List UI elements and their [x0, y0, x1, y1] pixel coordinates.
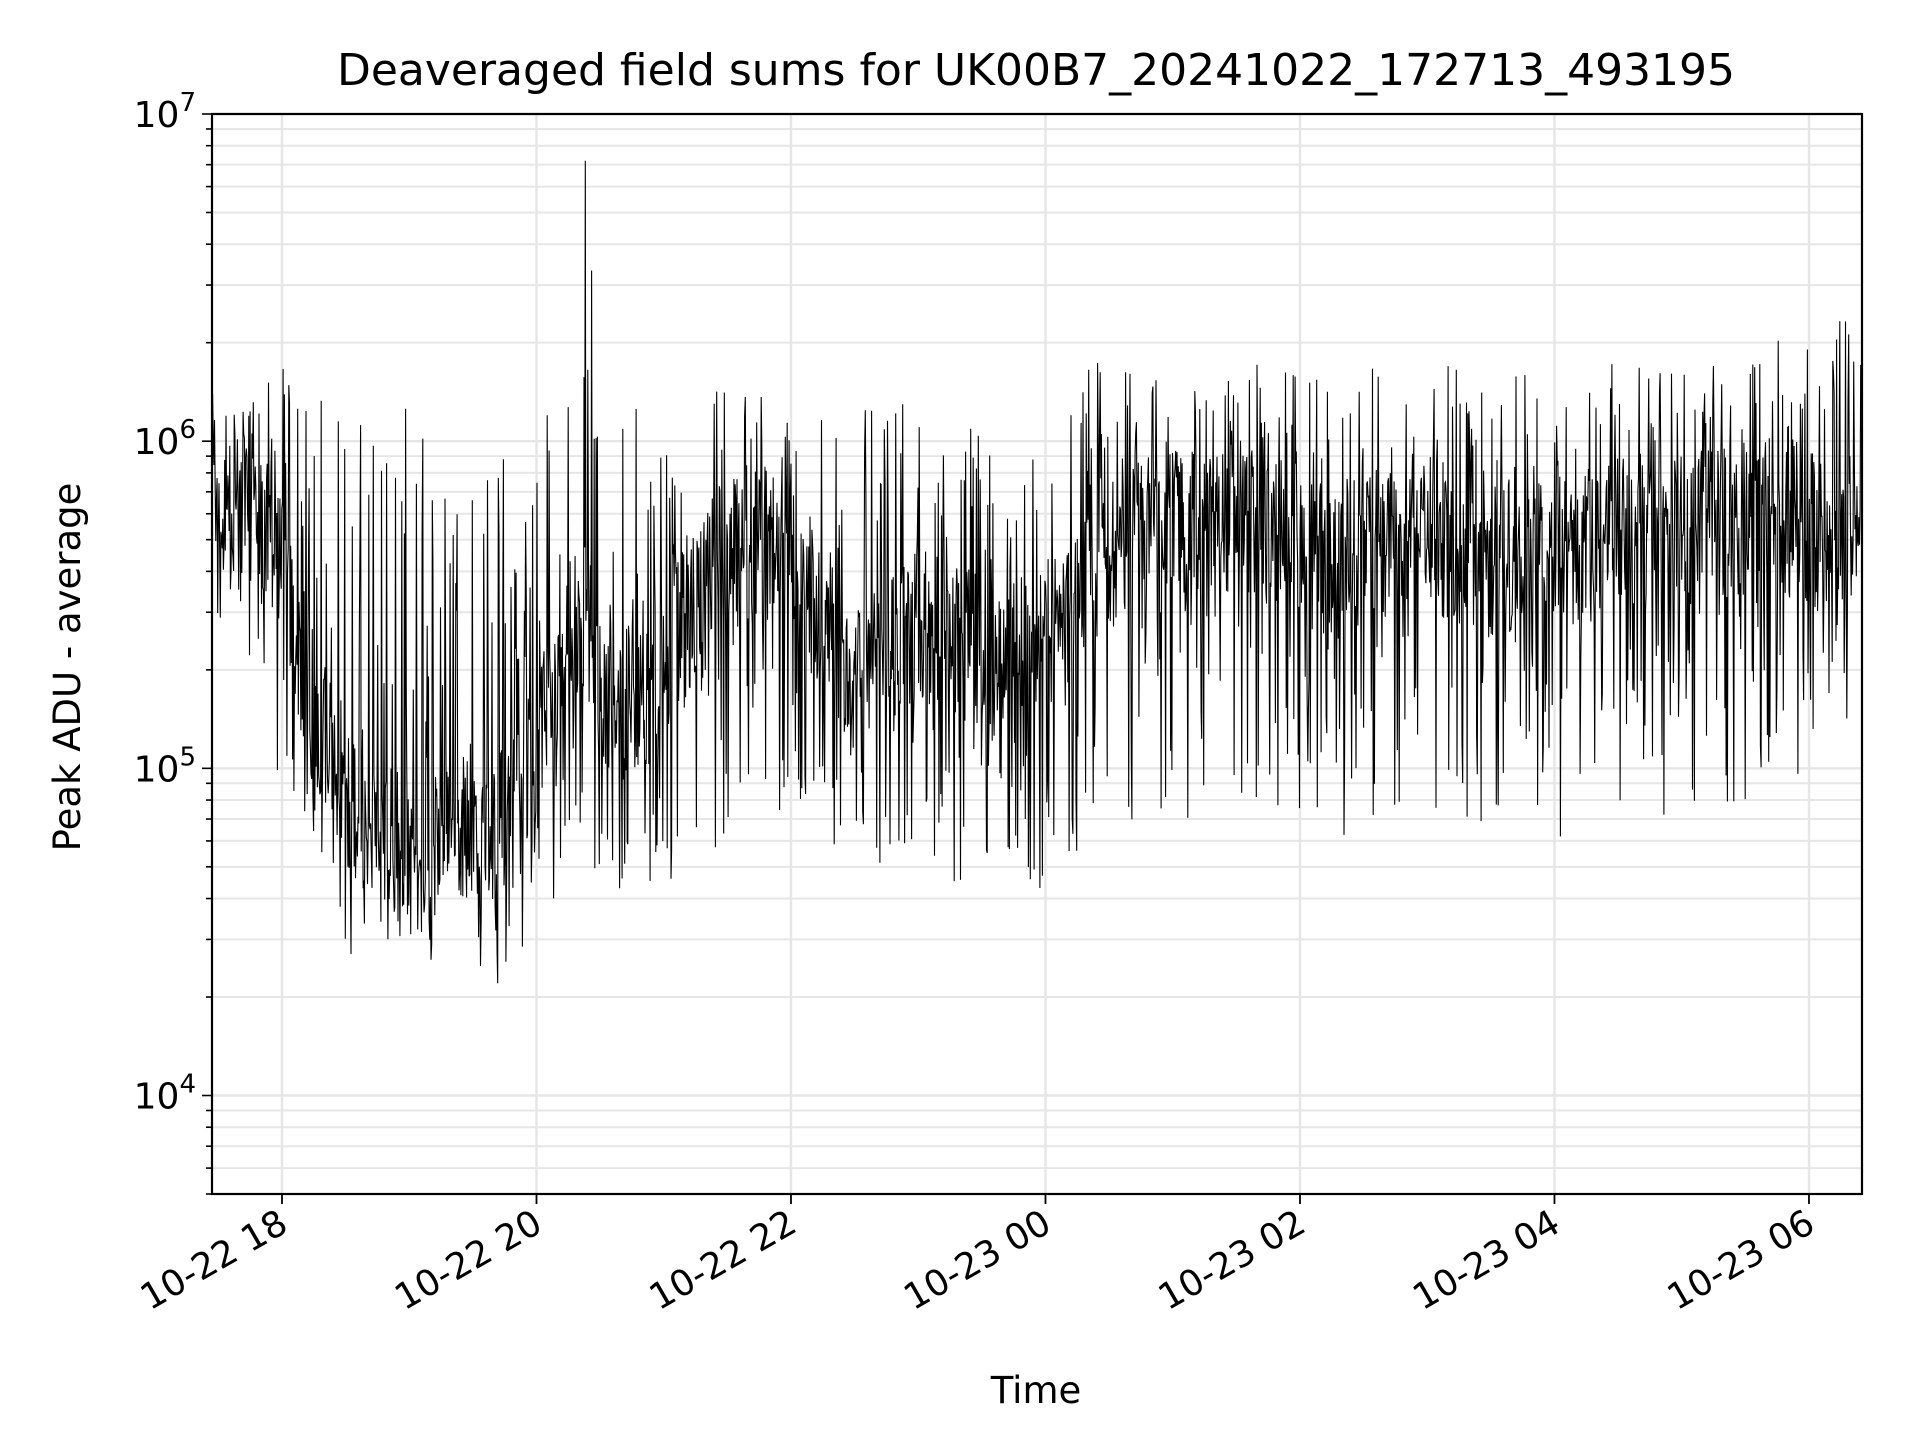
x-axis-label: Time [990, 1369, 1082, 1412]
y-tick-label: 106 [134, 415, 196, 463]
series-line [211, 160, 1863, 984]
grid [212, 112, 1862, 1195]
y-tick-label: 107 [134, 88, 196, 136]
y-tick-label: 105 [134, 742, 196, 790]
plot-area-frame [210, 112, 1864, 1196]
chart-title: Deaveraged field sums for UK00B7_2024102… [337, 45, 1735, 96]
y-axis-label: Peak ADU - average [46, 483, 89, 852]
y-tick-label: 104 [134, 1070, 196, 1118]
series-path [211, 160, 1863, 984]
